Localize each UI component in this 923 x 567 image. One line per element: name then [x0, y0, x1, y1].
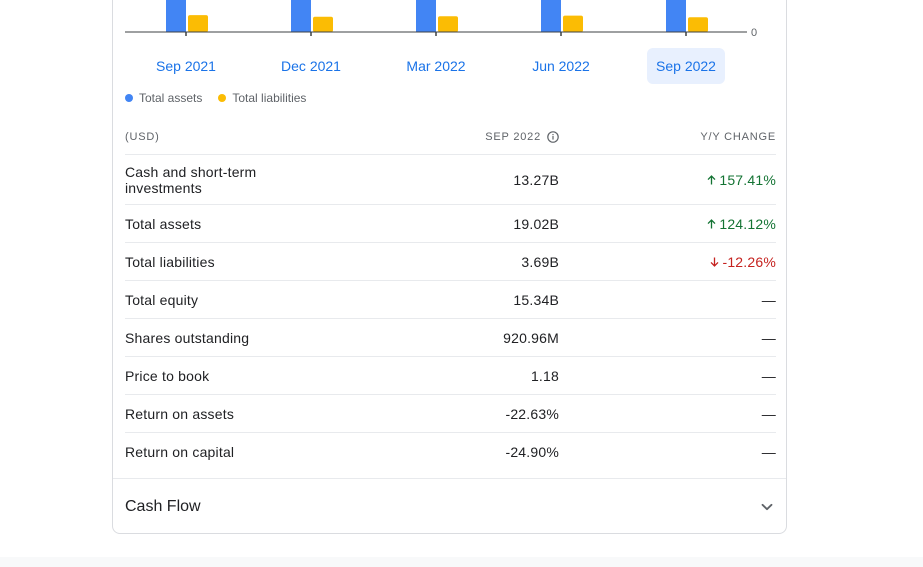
row-change: —: [761, 443, 776, 460]
balance-sheet-card: [112, 0, 787, 534]
chart-x-axis-labels: Sep 2021 Dec 2021 Mar 2022 Jun 2022 Sep 2022: [125, 48, 765, 84]
cash-flow-title: Cash Flow: [125, 497, 201, 515]
bar-total-liabilities[interactable]: [188, 15, 208, 32]
row-value: 15.34B: [513, 291, 559, 308]
row-change: —: [761, 405, 776, 422]
header-change: Y/Y CHANGE: [700, 131, 776, 143]
row-label: Return on assets: [125, 405, 235, 422]
chart-period-button[interactable]: Sep 2022: [647, 48, 725, 84]
row-label: Shares outstanding: [125, 329, 250, 346]
legend-item-total-assets: Total assets: [125, 91, 202, 105]
bar-total-assets[interactable]: [666, 0, 686, 32]
row-value: -22.63%: [505, 405, 559, 422]
row-change: 157.41%: [559, 172, 776, 188]
legend-label: Total assets: [139, 91, 203, 105]
row-change: -12.26%: [559, 254, 776, 270]
bar-total-assets[interactable]: [291, 0, 311, 32]
row-value: -24.90%: [505, 443, 559, 460]
table-header: (USD) SEP 2022 Y/Y CHANGE: [125, 120, 776, 155]
bar-total-liabilities[interactable]: [688, 17, 708, 32]
chart-period-button[interactable]: Dec 2021: [281, 58, 341, 74]
change-value: -12.26%: [722, 253, 776, 270]
bar-total-assets[interactable]: [541, 0, 561, 32]
row-label: Total liabilities: [125, 253, 215, 270]
arrow-down-icon: [710, 254, 719, 270]
table-row: Total liabilities 3.69B -12.26%: [125, 243, 776, 281]
balance-sheet-table: (USD) SEP 2022 Y/Y CHANGE Cash and short…: [125, 120, 776, 470]
bar-total-liabilities[interactable]: [563, 15, 583, 32]
table-row: Return on assets -22.63% —: [125, 395, 776, 433]
bar-total-assets[interactable]: [416, 0, 436, 32]
table-row: Price to book 1.18 —: [125, 357, 776, 395]
header-period: SEP 2022: [375, 131, 559, 143]
balance-sheet-chart: 0: [125, 0, 765, 90]
row-value: 3.69B: [521, 253, 559, 270]
cash-flow-section-toggle[interactable]: Cash Flow: [113, 478, 786, 534]
table-row: Total equity 15.34B —: [125, 281, 776, 319]
legend-label: Total liabilities: [232, 91, 307, 105]
row-change: 124.12%: [559, 216, 776, 232]
legend-dot-icon: [218, 94, 227, 102]
row-label: Return on capital: [125, 443, 235, 460]
info-icon[interactable]: [547, 131, 559, 143]
arrow-up-icon: [707, 216, 716, 232]
y-tick-label: 0: [751, 27, 757, 39]
table-row: Return on capital -24.90% —: [125, 433, 776, 470]
legend-item-total-liabilities: Total liabilities: [218, 91, 306, 105]
arrow-up-icon: [707, 172, 716, 188]
row-label: Total assets: [125, 215, 202, 232]
row-value: 920.96M: [503, 329, 559, 346]
table-row: Shares outstanding 920.96M —: [125, 319, 776, 357]
change-value: 157.41%: [719, 171, 776, 188]
header-period-label: SEP 2022: [485, 131, 541, 143]
bar-total-liabilities[interactable]: [438, 16, 458, 32]
row-label: Price to book: [125, 367, 210, 384]
row-change: —: [761, 291, 776, 308]
row-change: —: [761, 329, 776, 346]
bar-total-liabilities[interactable]: [313, 16, 333, 32]
change-value: 124.12%: [719, 215, 776, 232]
chart-period-button[interactable]: Mar 2022: [406, 58, 466, 74]
row-change: —: [761, 367, 776, 384]
legend-dot-icon: [125, 94, 133, 102]
row-value: 1.18: [530, 367, 559, 384]
table-row: Cash and short-term investments 13.27B 157…: [125, 155, 776, 205]
row-label: Cash and short-term investments: [125, 163, 257, 196]
bar-total-assets[interactable]: [166, 0, 186, 32]
chart-legend: Total assets Total liabilities: [125, 90, 322, 106]
table-row: Total assets 19.02B 124.12%: [125, 205, 776, 243]
row-value: 19.02B: [513, 215, 559, 232]
chart-period-button[interactable]: Sep 2021: [156, 58, 216, 74]
row-value: 13.27B: [513, 171, 559, 188]
header-currency: (USD): [125, 131, 160, 143]
chevron-down-icon: [761, 503, 773, 510]
row-label: Total equity: [125, 291, 199, 308]
chart-svg: 0: [125, 0, 757, 39]
chart-period-button[interactable]: Jun 2022: [532, 58, 590, 74]
